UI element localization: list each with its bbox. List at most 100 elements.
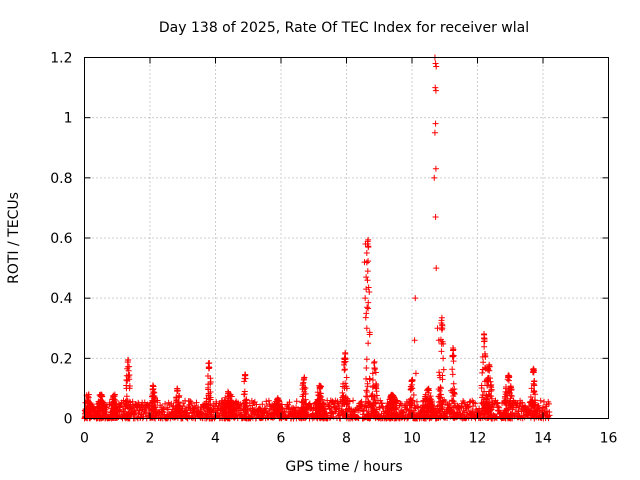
data-point [123,393,130,400]
x-tick-label: 6 [277,431,286,447]
data-point [371,365,378,372]
data-point [320,401,327,408]
data-point [125,367,132,374]
data-point [272,407,279,414]
data-point [360,407,367,414]
data-point [259,401,266,408]
data-point [263,398,270,405]
data-point [432,213,439,220]
data-point [433,265,440,272]
data-point [205,384,212,391]
data-point [458,404,465,411]
data-point [343,406,350,413]
data-point [203,401,210,408]
y-tick-label: 1.2 [50,51,72,67]
data-point [316,412,323,419]
data-point [150,385,157,392]
data-point [446,400,453,407]
data-point [175,402,182,409]
data-point [441,411,448,418]
data-point [508,393,515,400]
data-point [127,405,134,412]
data-point [363,393,370,400]
data-point [152,397,159,404]
data-point [450,414,457,421]
x-tick-label: 14 [534,431,552,447]
data-point [301,388,308,395]
data-point [152,403,159,410]
data-point [113,412,120,419]
data-point [449,371,456,378]
data-point [205,363,212,370]
data-point [435,386,442,393]
data-point [484,378,491,385]
data-point [450,380,457,387]
data-point [176,403,183,410]
data-point [425,407,432,414]
data-point [450,358,457,365]
data-point [397,400,404,407]
data-point [363,310,370,317]
data-point [438,340,445,347]
data-point [528,398,535,405]
data-point [412,370,419,377]
data-point [486,388,493,395]
data-point [127,399,134,406]
data-point [186,397,193,404]
data-point [314,389,321,396]
data-point [490,404,497,411]
data-point [478,384,485,391]
data-point [340,380,347,387]
data-point [341,367,348,374]
x-tick-label: 4 [211,431,220,447]
data-point [123,377,130,384]
data-point [342,355,349,362]
data-point [224,401,231,408]
data-point [472,400,479,407]
data-point [435,337,442,344]
data-point [300,397,307,404]
data-point [413,398,420,405]
data-point [365,398,372,405]
data-point [439,404,446,411]
data-point [174,387,181,394]
data-point [370,360,377,367]
data-point [432,120,439,127]
data-point [148,406,155,413]
data-point [344,395,351,402]
data-point [436,369,443,376]
data-point [85,393,92,400]
data-point [420,409,427,416]
data-point [502,391,509,398]
data-point [440,366,447,373]
data-point [185,412,192,419]
data-point [527,394,534,401]
data-point [432,87,439,94]
axis-ticks [84,57,609,419]
data-point [132,409,139,416]
data-point [379,403,386,410]
data-point [101,405,108,412]
data-point [343,374,350,381]
data-point [484,400,491,407]
data-point [275,397,282,404]
data-point [204,407,211,414]
data-point [546,412,553,419]
data-point [502,385,509,392]
data-point [486,363,493,370]
data-point [480,359,487,366]
data-point [531,388,538,395]
data-point [390,404,397,411]
data-point [451,400,458,407]
data-point [503,397,510,404]
data-point [341,366,348,373]
x-tick-label: 10 [403,431,421,447]
tick-labels: 0 2 4 6 8 10 12 14 16 0 0.2 0.4 0.6 0.8 1 1.2 [50,51,617,447]
data-point [450,411,457,418]
data-point [385,405,392,412]
data-point [326,405,333,412]
data-point [432,165,439,172]
data-point [333,405,340,412]
data-point [432,60,439,67]
x-tick-label: 0 [80,431,89,447]
